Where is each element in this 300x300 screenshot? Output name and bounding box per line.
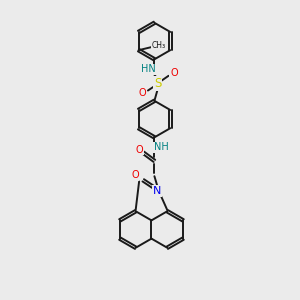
Text: CH₃: CH₃	[151, 41, 165, 50]
Text: O: O	[139, 88, 146, 98]
Text: O: O	[170, 68, 178, 78]
Text: HN: HN	[141, 64, 155, 74]
Text: N: N	[153, 186, 161, 196]
Text: O: O	[131, 170, 139, 180]
Text: O: O	[135, 145, 143, 155]
Text: NH: NH	[154, 142, 169, 152]
Text: S: S	[154, 77, 162, 90]
